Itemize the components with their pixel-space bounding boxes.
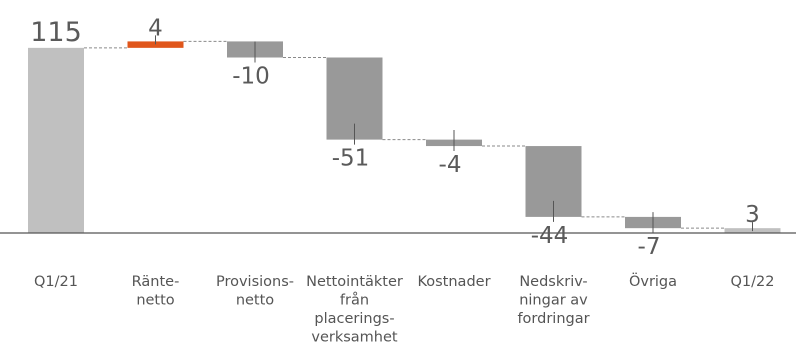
category-label-line: netto [236,293,274,309]
value-label-4: -4 [439,152,462,178]
category-label-line: Nedskriv- [519,274,587,290]
category-label-line: Övriga [629,272,677,290]
value-label-2: -10 [232,64,270,90]
value-label-3: -51 [332,146,370,172]
category-label-line: Provisions- [216,274,294,290]
bars [28,41,781,233]
category-label-line: ningar av [519,293,588,309]
value-labels: 115 4 -10 -51 -4 -44 -7 3 [30,15,760,260]
category-label-3: Nettointäkter från placerings-verksamhet [306,274,403,346]
category-label-7: Q1/22 [731,274,775,290]
bar-1 [127,41,184,48]
category-label-6: Övriga [629,272,677,290]
category-label-line: Kostnader [417,274,490,290]
connector-lines [84,40,725,229]
value-label-5: -44 [531,223,569,249]
value-label-7: 3 [745,202,760,228]
category-label-line: Ränte- [132,274,180,290]
bar-0 [28,47,84,233]
category-label-4: Kostnader [417,274,490,290]
category-label-line: placerings- [314,311,394,327]
category-label-line: fordringar [517,311,589,327]
category-label-5: Nedskriv-ningar av fordringar [517,274,589,327]
value-ticks [155,35,753,234]
category-labels: Q1/21 Ränte-nettoProvisions-nettoNettoint… [34,272,774,346]
category-label-line: Q1/22 [731,274,775,290]
category-label-line: verksamhet [311,330,398,346]
category-label-line: netto [136,293,174,309]
value-label-0: 115 [30,17,82,48]
category-label-1: Ränte-netto [132,274,180,309]
category-label-2: Provisions-netto [216,274,294,309]
category-label-line: Nettointäkter [306,274,403,290]
category-label-line: från [340,292,369,309]
category-label-line: Q1/21 [34,274,78,290]
value-label-1: 4 [148,15,163,41]
category-label-0: Q1/21 [34,274,78,290]
value-label-6: -7 [638,234,661,260]
